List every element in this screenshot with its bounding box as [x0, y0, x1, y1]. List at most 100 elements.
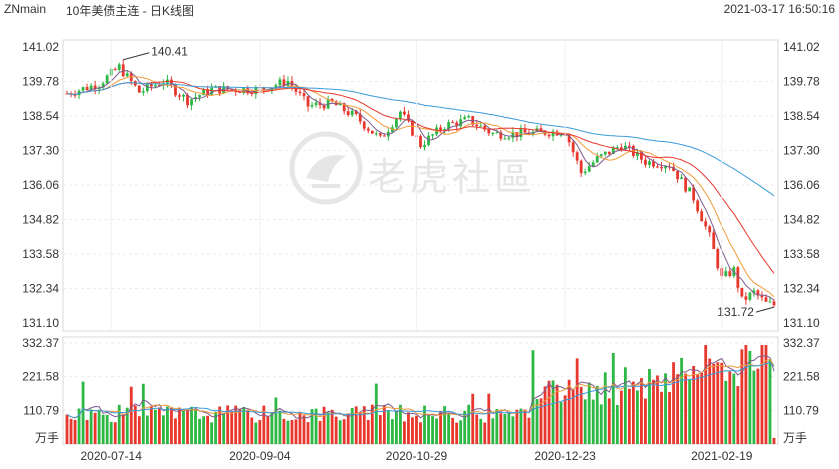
volume-bar — [547, 380, 551, 444]
volume-bar — [692, 365, 696, 444]
volume-tick-left: 110.79 — [23, 403, 59, 417]
volume-bar — [519, 408, 523, 444]
candle-body — [81, 87, 85, 91]
volume-bar — [575, 358, 579, 444]
candle-body — [696, 200, 700, 212]
volume-bar — [194, 408, 197, 444]
volume-bar — [523, 409, 527, 444]
volume-bar — [696, 374, 700, 444]
candle-body — [644, 159, 647, 165]
volume-bar — [631, 381, 635, 444]
candle-body — [527, 132, 531, 135]
date-tick: 2020-10-29 — [386, 449, 448, 463]
candle-body — [447, 122, 451, 130]
candle-body — [170, 79, 173, 86]
volume-bar — [81, 381, 85, 444]
candle-body — [455, 122, 459, 127]
candle-body — [149, 83, 153, 87]
candle-body — [507, 137, 511, 139]
volume-bar — [338, 420, 342, 444]
candle-body — [764, 297, 768, 302]
candle-body — [141, 91, 145, 93]
volume-bar — [145, 415, 149, 444]
watermark-text: 老虎社區 — [368, 155, 537, 199]
volume-bar — [137, 416, 141, 444]
volume-bar — [238, 409, 242, 444]
volume-bar — [499, 413, 503, 444]
candle-body — [700, 211, 704, 222]
volume-bar — [342, 419, 346, 444]
candle-body — [93, 85, 97, 90]
candle-body — [378, 133, 382, 136]
volume-tick-right: 110.79 — [783, 403, 819, 417]
volume-bar — [113, 422, 117, 444]
volume-bar — [623, 367, 627, 444]
volume-ma10-line — [66, 358, 775, 419]
volume-bar — [411, 417, 414, 444]
volume-bar — [166, 406, 169, 444]
candle-body — [503, 138, 507, 140]
candle-body — [358, 113, 362, 122]
candle-body — [366, 128, 370, 131]
volume-bar — [760, 345, 764, 444]
candle-body — [736, 267, 740, 288]
candle-body — [652, 161, 655, 167]
volume-bar — [270, 412, 274, 444]
volume-bar — [724, 380, 728, 444]
candle-body — [282, 79, 286, 86]
candle-body — [579, 160, 583, 174]
volume-bar — [282, 418, 286, 444]
candle-body — [591, 162, 595, 167]
volume-bar — [531, 350, 535, 444]
volume-bar — [700, 372, 704, 444]
volume-bar — [479, 418, 483, 444]
candle-body — [515, 132, 519, 138]
volume-bar — [226, 405, 230, 444]
volume-bar — [334, 416, 338, 444]
volume-bar — [732, 373, 736, 444]
volume-bar — [768, 359, 772, 444]
volume-bar — [153, 409, 157, 444]
volume-bar — [728, 371, 732, 444]
candle-body — [547, 134, 551, 137]
price-tick-right: 141.02 — [783, 40, 820, 54]
candle-body — [77, 90, 81, 96]
volume-bar — [503, 413, 507, 444]
candle-body — [294, 86, 298, 92]
candle-body — [672, 166, 675, 171]
candle-body — [262, 87, 266, 90]
candle-body — [692, 187, 696, 201]
candle-body — [210, 87, 214, 95]
volume-bar — [382, 405, 386, 444]
volume-unit-left: 万手 — [35, 431, 59, 445]
volume-bar — [672, 362, 675, 444]
volume-bar — [415, 415, 418, 444]
volume-bar — [684, 373, 688, 444]
volume-bar — [318, 420, 322, 444]
timestamp: 2021-03-17 16:50:16 — [723, 2, 835, 16]
candle-body — [411, 120, 414, 136]
candle-body — [374, 133, 378, 135]
volume-bar — [772, 437, 776, 444]
volume-bar — [133, 405, 137, 444]
volume-bar — [230, 411, 234, 444]
candle-body — [89, 85, 93, 90]
ma20-line — [66, 80, 775, 274]
volume-bar — [210, 422, 214, 444]
volume-bar — [443, 406, 447, 444]
volume-bar — [431, 416, 434, 444]
volume-bar — [77, 408, 81, 444]
candle-body — [684, 177, 688, 192]
candle-body — [740, 287, 744, 297]
volume-bar — [439, 410, 442, 444]
candle-body — [403, 111, 406, 115]
volume-bar — [399, 404, 402, 444]
high-label: 140.41 — [151, 45, 188, 59]
candle-body — [463, 117, 467, 120]
volume-bar — [583, 399, 587, 444]
candle-body — [539, 128, 543, 131]
volume-bar — [563, 395, 567, 444]
volume-bar — [286, 420, 290, 444]
date-tick: 2020-12-23 — [534, 449, 596, 463]
volume-bar — [463, 410, 467, 444]
